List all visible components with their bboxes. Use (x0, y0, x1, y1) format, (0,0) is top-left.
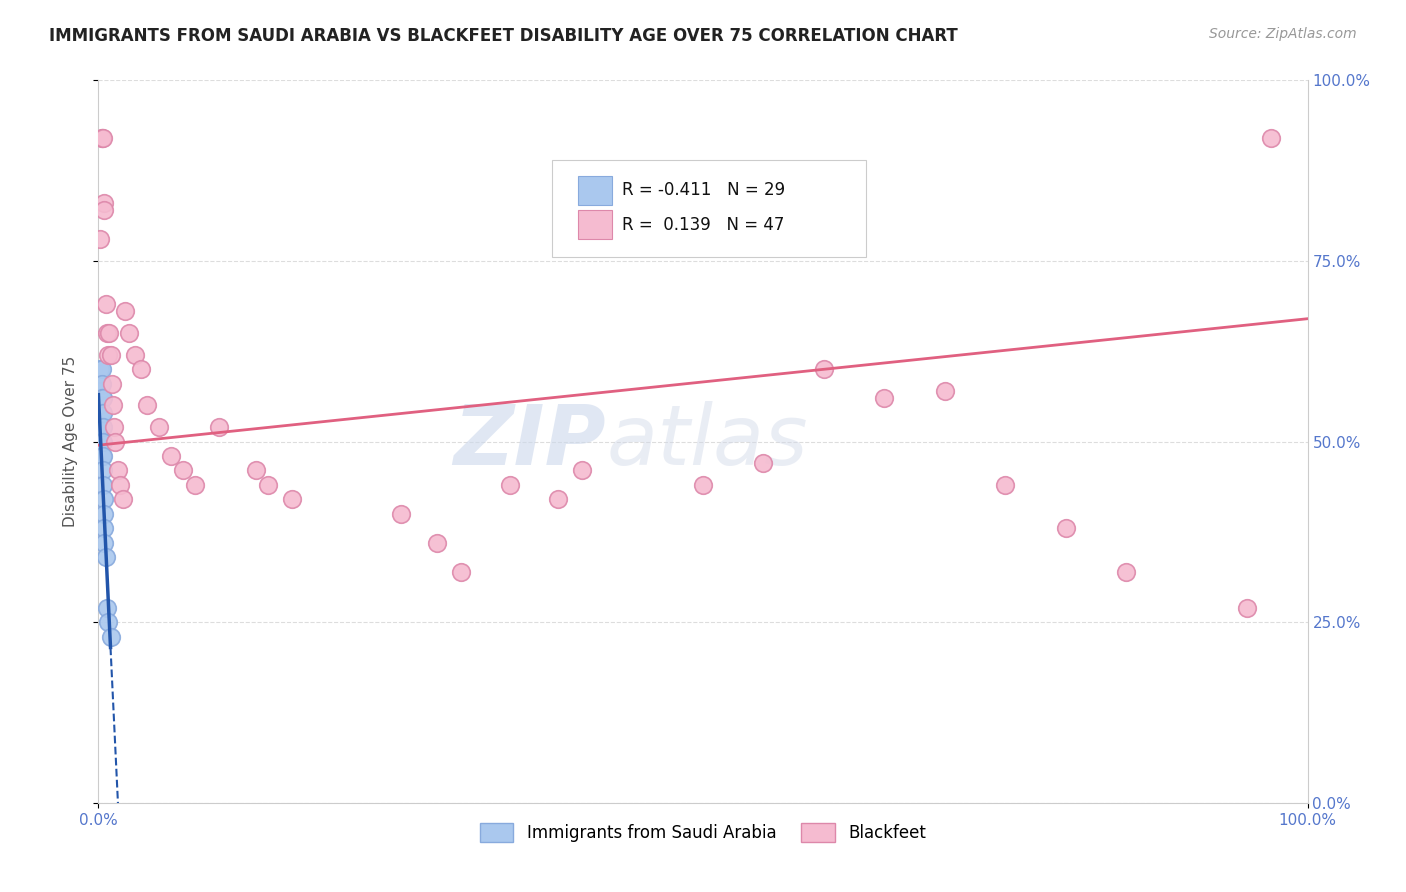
Point (93, 507, 115, 521)
Point (994, 478, 1017, 492)
Point (97, 615, 120, 630)
Point (91, 463, 114, 477)
FancyBboxPatch shape (578, 176, 613, 204)
Point (752, 456, 775, 470)
Point (111, 492, 134, 507)
Point (450, 565, 472, 579)
Point (90, 420, 112, 434)
Point (91, 420, 114, 434)
Point (118, 326, 141, 340)
Point (184, 478, 207, 492)
Point (89, 398, 111, 412)
Text: Source: ZipAtlas.com: Source: ZipAtlas.com (1209, 27, 1357, 41)
Point (104, 434, 127, 449)
Point (93, 196, 115, 211)
Point (93, 521, 115, 535)
Point (94, 550, 117, 565)
Point (96, 326, 118, 340)
Point (90, 406, 112, 420)
Point (245, 463, 267, 477)
Point (90, 376, 112, 391)
Point (813, 362, 835, 376)
Point (91, 391, 114, 405)
Point (98, 326, 121, 340)
Point (91, 420, 114, 434)
Point (91, 449, 114, 463)
Point (389, 507, 412, 521)
Point (94, 297, 117, 311)
Text: ZIP: ZIP (454, 401, 606, 482)
Point (91, 434, 114, 449)
Point (103, 420, 125, 434)
Legend: Immigrants from Saudi Arabia, Blackfeet: Immigrants from Saudi Arabia, Blackfeet (474, 816, 932, 848)
Point (108, 478, 131, 492)
Point (91, 406, 114, 420)
Point (91, 434, 114, 449)
Point (129, 362, 152, 376)
Point (91, 376, 114, 391)
Point (100, 376, 122, 391)
Point (160, 449, 183, 463)
Point (571, 463, 593, 477)
Point (873, 391, 896, 405)
Point (96, 600, 118, 615)
Point (1054, 521, 1077, 535)
Point (256, 478, 278, 492)
FancyBboxPatch shape (578, 211, 613, 239)
Point (426, 535, 449, 549)
Y-axis label: Disability Age Over 75: Disability Age Over 75 (63, 356, 77, 527)
Point (172, 463, 194, 477)
Point (93, 203, 115, 218)
Point (107, 463, 129, 477)
Point (89, 232, 111, 246)
Point (93, 535, 115, 549)
Point (89, 362, 111, 376)
Point (97, 348, 120, 362)
Text: R =  0.139   N = 47: R = 0.139 N = 47 (621, 216, 785, 234)
Point (100, 348, 122, 362)
FancyBboxPatch shape (551, 160, 866, 257)
Text: atlas: atlas (606, 401, 808, 482)
Text: IMMIGRANTS FROM SAUDI ARABIA VS BLACKFEET DISABILITY AGE OVER 75 CORRELATION CHA: IMMIGRANTS FROM SAUDI ARABIA VS BLACKFEE… (49, 27, 957, 45)
Point (89, 384, 111, 398)
Text: R = -0.411   N = 29: R = -0.411 N = 29 (621, 181, 785, 199)
Point (101, 398, 124, 412)
Point (91, 131, 114, 145)
Point (91, 391, 114, 405)
Point (114, 304, 136, 318)
Point (1260, 131, 1282, 145)
Point (135, 398, 157, 412)
Point (124, 348, 146, 362)
Point (91, 406, 114, 420)
Point (91, 478, 114, 492)
Point (91, 131, 114, 145)
Point (208, 420, 231, 434)
Point (1236, 600, 1258, 615)
Point (498, 478, 520, 492)
Point (148, 420, 170, 434)
Point (100, 630, 122, 644)
Point (692, 478, 714, 492)
Point (90, 391, 112, 405)
Point (91, 131, 114, 145)
Point (1115, 565, 1137, 579)
Point (547, 492, 569, 507)
Point (91, 362, 114, 376)
Point (93, 492, 115, 507)
Point (281, 492, 304, 507)
Point (934, 384, 956, 398)
Point (91, 449, 114, 463)
